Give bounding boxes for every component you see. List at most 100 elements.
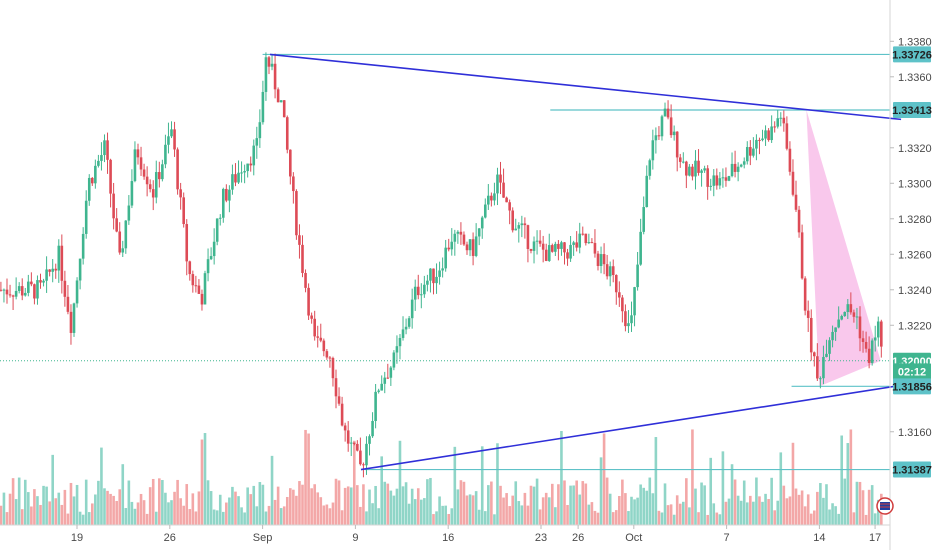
- volume-bar: [630, 496, 633, 525]
- volume-bar: [779, 452, 783, 525]
- candle-body: [535, 240, 539, 242]
- trendline[interactable]: [269, 53, 902, 121]
- candle-body: [243, 171, 246, 173]
- trendline[interactable]: [360, 384, 900, 471]
- volume-bar: [145, 513, 149, 525]
- candle-body: [255, 138, 259, 146]
- volume-bar: [444, 505, 447, 525]
- volume-bar: [468, 494, 472, 525]
- volume-bar: [688, 507, 691, 525]
- volume-bar: [322, 505, 326, 525]
- volume-bar: [514, 481, 518, 525]
- candle-body: [273, 63, 277, 90]
- volume-bar: [404, 482, 408, 525]
- candle-body: [413, 286, 417, 300]
- volume-bar: [337, 480, 341, 525]
- candle-body: [133, 149, 137, 182]
- price-tick-label: 1.33200: [898, 143, 932, 155]
- horizontal-levels: [262, 53, 890, 471]
- candle-body: [103, 140, 106, 156]
- candle-body: [502, 182, 505, 198]
- time-tick-label: 26: [572, 532, 584, 544]
- candle-body: [200, 293, 204, 305]
- volume-bar: [84, 479, 88, 525]
- candles-layer: [0, 52, 883, 478]
- time-tick-label: 19: [71, 532, 83, 544]
- volume-bar: [752, 501, 755, 525]
- volume-bar: [325, 504, 329, 525]
- volume-bar: [334, 478, 338, 525]
- volume-bar: [733, 479, 737, 525]
- candle-body: [867, 348, 871, 363]
- volume-bar: [255, 506, 259, 525]
- volume-bar: [502, 497, 505, 525]
- candle-body: [675, 131, 679, 158]
- price-tick-label: 1.33000: [898, 178, 932, 190]
- trendlines: [269, 53, 902, 471]
- volume-bar: [569, 485, 572, 525]
- candle-body: [279, 100, 283, 103]
- candle-body: [343, 425, 347, 431]
- volume-bar: [343, 487, 347, 525]
- candle-body: [715, 175, 719, 186]
- candle-body: [493, 193, 496, 201]
- volume-bar: [377, 508, 380, 525]
- candle-body: [803, 278, 807, 311]
- volume-bar: [770, 477, 773, 525]
- candle-body: [23, 292, 27, 296]
- volume-bar: [511, 495, 514, 525]
- candle-body: [727, 176, 731, 181]
- volume-bar: [739, 500, 743, 525]
- candle-body: [590, 242, 594, 244]
- volume-bar: [392, 495, 396, 525]
- time-axis[interactable]: 19 26 Sep 9 16 23 26 Oct 7 14 17: [71, 525, 881, 544]
- candle-body: [176, 149, 179, 190]
- candle-body: [282, 100, 286, 118]
- volume-bar: [496, 443, 499, 525]
- volume-bar: [560, 430, 563, 525]
- volume-bar: [794, 488, 798, 525]
- candle-body: [27, 281, 30, 293]
- volume-bar: [359, 506, 362, 525]
- price-axis[interactable]: 1.33800 1.33600 1.33200 1.33000 1.32800 1.326…: [890, 36, 932, 439]
- time-tick-label: 26: [164, 532, 176, 544]
- candle-body: [657, 135, 661, 137]
- candle-body: [218, 217, 222, 219]
- candle-body: [551, 245, 554, 252]
- volume-bar: [261, 484, 265, 525]
- candle-body: [328, 357, 332, 359]
- candle-body: [316, 336, 320, 338]
- volume-bar: [450, 508, 454, 525]
- volume-bar: [627, 511, 630, 525]
- volume-bar: [313, 484, 316, 525]
- candle-body: [782, 117, 786, 124]
- volume-bar: [785, 498, 789, 525]
- candle-body: [139, 157, 143, 170]
- candle-body: [712, 175, 716, 186]
- volume-bar: [727, 498, 731, 525]
- flag-icon[interactable]: [876, 497, 894, 515]
- volume-bar: [191, 493, 195, 525]
- volume-bar: [541, 497, 545, 525]
- volume-bar: [876, 499, 880, 525]
- candle-body: [337, 396, 341, 404]
- price-tick-label: 1.32400: [898, 285, 932, 297]
- candle-body: [20, 286, 24, 296]
- candle-body: [849, 304, 853, 313]
- volume-bar: [715, 512, 719, 525]
- candle-body: [730, 163, 734, 177]
- time-tick-label: 17: [869, 532, 881, 544]
- volume-bar: [776, 500, 780, 525]
- candle-body: [304, 272, 307, 288]
- volume-bar: [386, 483, 390, 525]
- volume-bar: [611, 512, 615, 525]
- candle-body: [816, 356, 819, 379]
- volume-bar: [523, 492, 527, 525]
- volume-bar: [194, 511, 198, 525]
- candle-body: [0, 289, 3, 291]
- candle-body: [334, 378, 338, 397]
- volume-bar: [121, 464, 125, 525]
- price-badge: [893, 461, 931, 478]
- candle-body: [645, 175, 649, 208]
